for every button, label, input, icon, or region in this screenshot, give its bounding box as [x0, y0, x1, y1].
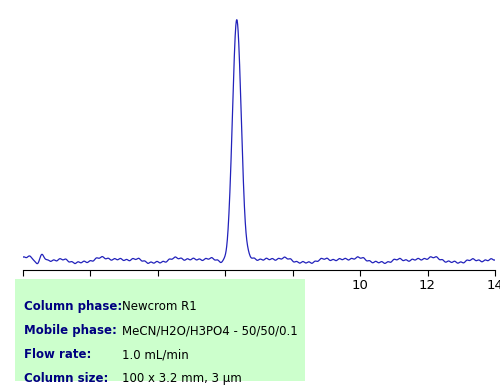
- Text: MeCN/H2O/H3PO4 - 50/50/0.1: MeCN/H2O/H3PO4 - 50/50/0.1: [122, 324, 298, 337]
- Text: Column size:: Column size:: [24, 372, 108, 385]
- Text: 1.0 mL/min: 1.0 mL/min: [122, 348, 189, 361]
- Text: Newcrom R1: Newcrom R1: [122, 300, 197, 313]
- Text: 100 x 3.2 mm, 3 μm: 100 x 3.2 mm, 3 μm: [122, 372, 242, 385]
- Text: Column phase:: Column phase:: [24, 300, 122, 313]
- Text: Flow rate:: Flow rate:: [24, 348, 92, 361]
- Text: Mobile phase:: Mobile phase:: [24, 324, 117, 337]
